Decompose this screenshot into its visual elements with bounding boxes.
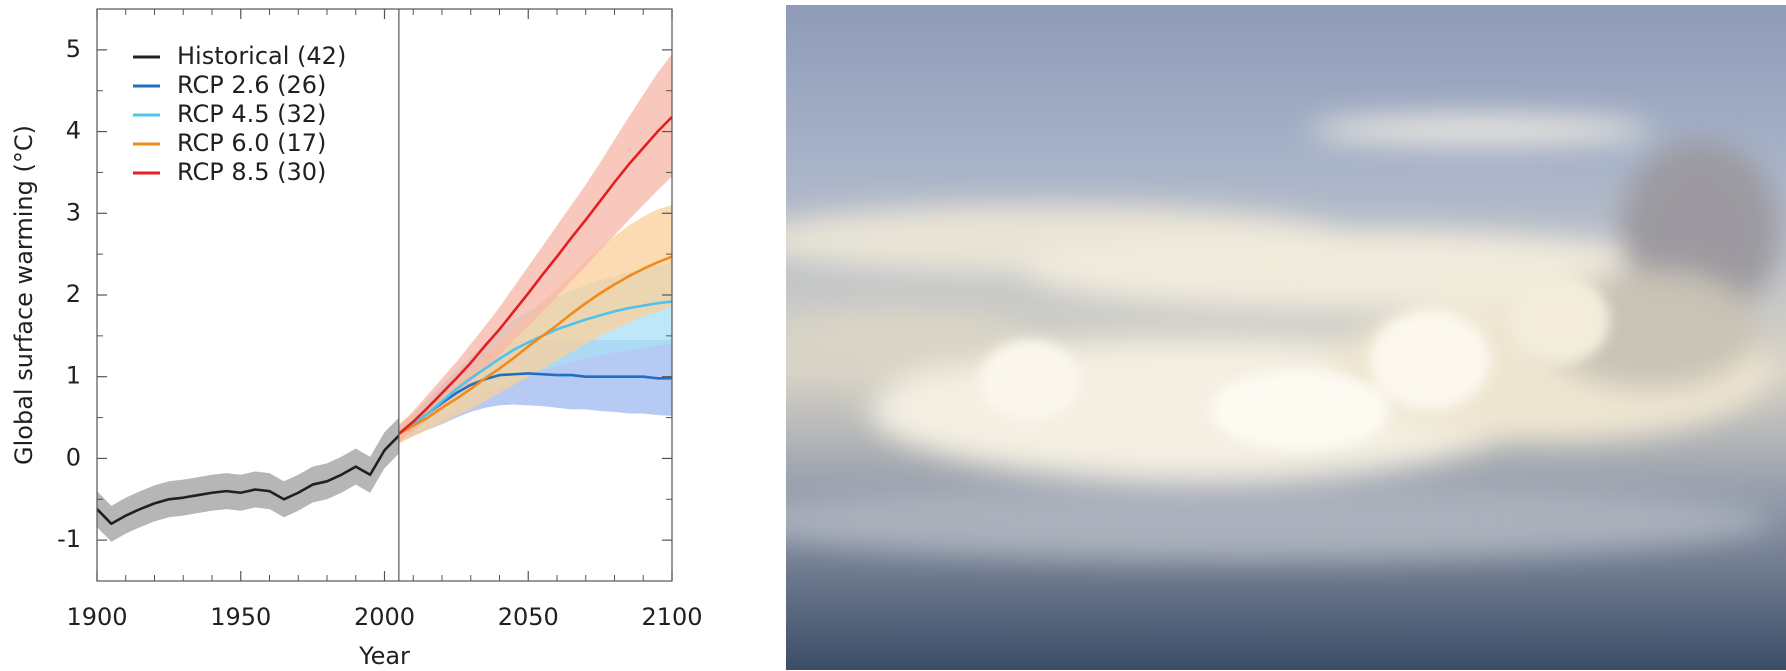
- legend-label: RCP 6.0 (17): [177, 129, 326, 157]
- series-line: [96, 434, 400, 526]
- y-axis-label: Global surface warming (°C): [10, 125, 38, 465]
- legend-label: RCP 2.6 (26): [177, 71, 326, 99]
- x-tick-label: 1900: [66, 603, 127, 631]
- legend-label: RCP 8.5 (30): [177, 158, 326, 186]
- y-tick-label: 1: [66, 362, 81, 390]
- y-tick-label: -1: [57, 525, 81, 553]
- x-tick-label: 2000: [354, 603, 415, 631]
- cloud-photo: [786, 5, 1786, 670]
- series-line: [398, 372, 672, 435]
- y-tick-label: 5: [66, 35, 81, 63]
- series-line: [398, 255, 673, 436]
- x-axis-label: Year: [358, 642, 410, 670]
- series-line: [398, 300, 673, 435]
- uncertainty-band: [97, 417, 399, 542]
- y-tick-label: 0: [66, 443, 81, 471]
- x-tick-label: 2050: [498, 603, 559, 631]
- legend-label: Historical (42): [177, 42, 346, 70]
- uncertainty-band: [398, 53, 672, 443]
- y-tick-label: 4: [66, 117, 81, 145]
- x-tick-label: 1950: [210, 603, 271, 631]
- y-tick-label: 3: [66, 198, 81, 226]
- series-line: [398, 115, 673, 435]
- legend-label: RCP 4.5 (32): [177, 100, 326, 128]
- x-tick-label: 2100: [641, 603, 702, 631]
- y-tick-label: 2: [66, 280, 81, 308]
